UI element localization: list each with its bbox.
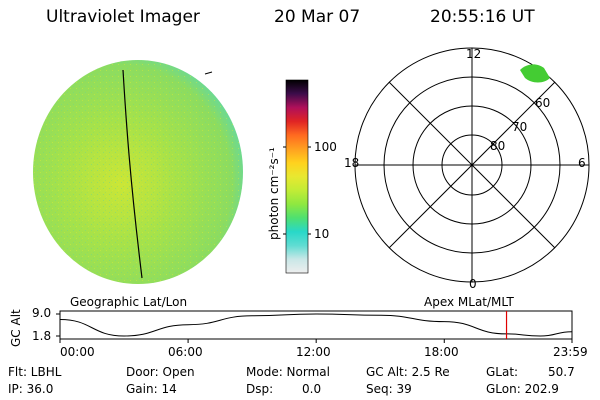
- header-date: 20 Mar 07: [274, 7, 361, 27]
- x-tick-label-0000: 00:00: [60, 345, 95, 359]
- auroral-spot: [520, 64, 550, 83]
- x-tick-label-1200: 12:00: [296, 345, 331, 359]
- colorbar-unit-label: photon cm⁻²s⁻¹: [267, 147, 281, 240]
- info-gc-alt: GC Alt: 2.5 Re: [366, 365, 450, 379]
- info-dsp: Dsp:: [246, 382, 274, 396]
- terminator-line: [122, 69, 143, 279]
- timeline-y-tick-9: 9.0: [32, 306, 52, 320]
- lat-label-70: 70: [512, 120, 528, 134]
- x-tick-label-2359: 23:59: [553, 345, 588, 359]
- altitude-curve: [59, 313, 573, 337]
- uv-disk-image: [33, 60, 243, 284]
- info-seq: Seq: 39: [366, 382, 412, 396]
- mlt-label-12: 12: [466, 47, 482, 61]
- header-time: 20:55:16 UT: [430, 7, 535, 27]
- info-gain: Gain: 14: [126, 382, 177, 396]
- colorbar-scale: [285, 79, 309, 274]
- polar-plot: [354, 47, 590, 283]
- polar-diagonal-2: [388, 81, 556, 249]
- disk-noise: [33, 60, 243, 284]
- timeline-left-title: Geographic Lat/Lon: [70, 295, 188, 309]
- mlt-label-6: 6: [578, 156, 586, 170]
- timeline-x-ticks: [59, 339, 573, 343]
- info-glon: GLon: 202.9: [486, 382, 559, 396]
- colorbar-label-100: 100: [314, 140, 337, 154]
- info-mode: Mode: Normal: [246, 365, 330, 379]
- x-tick-label-0600: 06:00: [168, 345, 203, 359]
- info-glat-value: 50.7: [548, 365, 575, 379]
- x-tick-label-1800: 18:00: [424, 345, 459, 359]
- info-glat: GLat:: [486, 365, 519, 379]
- timeline-axis-label: GC Alt: [9, 309, 23, 347]
- info-dsp-value: 0.0: [302, 382, 322, 396]
- timeline-y-tick-1.8: 1.8: [32, 329, 52, 343]
- disk-edge-tick: [204, 71, 213, 75]
- instrument-title: Ultraviolet Imager: [46, 7, 200, 27]
- info-door: Door: Open: [126, 365, 195, 379]
- colorbar-label-10: 10: [314, 227, 330, 241]
- mlt-label-18: 18: [344, 156, 360, 170]
- info-filter: Flt: LBHL: [8, 365, 62, 379]
- mlt-label-0: 0: [469, 277, 477, 291]
- timeline-right-title: Apex MLat/MLT: [424, 295, 514, 309]
- altitude-timeline: [56, 310, 573, 343]
- colorbar: [283, 79, 311, 274]
- lat-label-60: 60: [535, 96, 551, 110]
- lat-label-80: 80: [490, 139, 506, 153]
- info-ip: IP: 36.0: [8, 382, 54, 396]
